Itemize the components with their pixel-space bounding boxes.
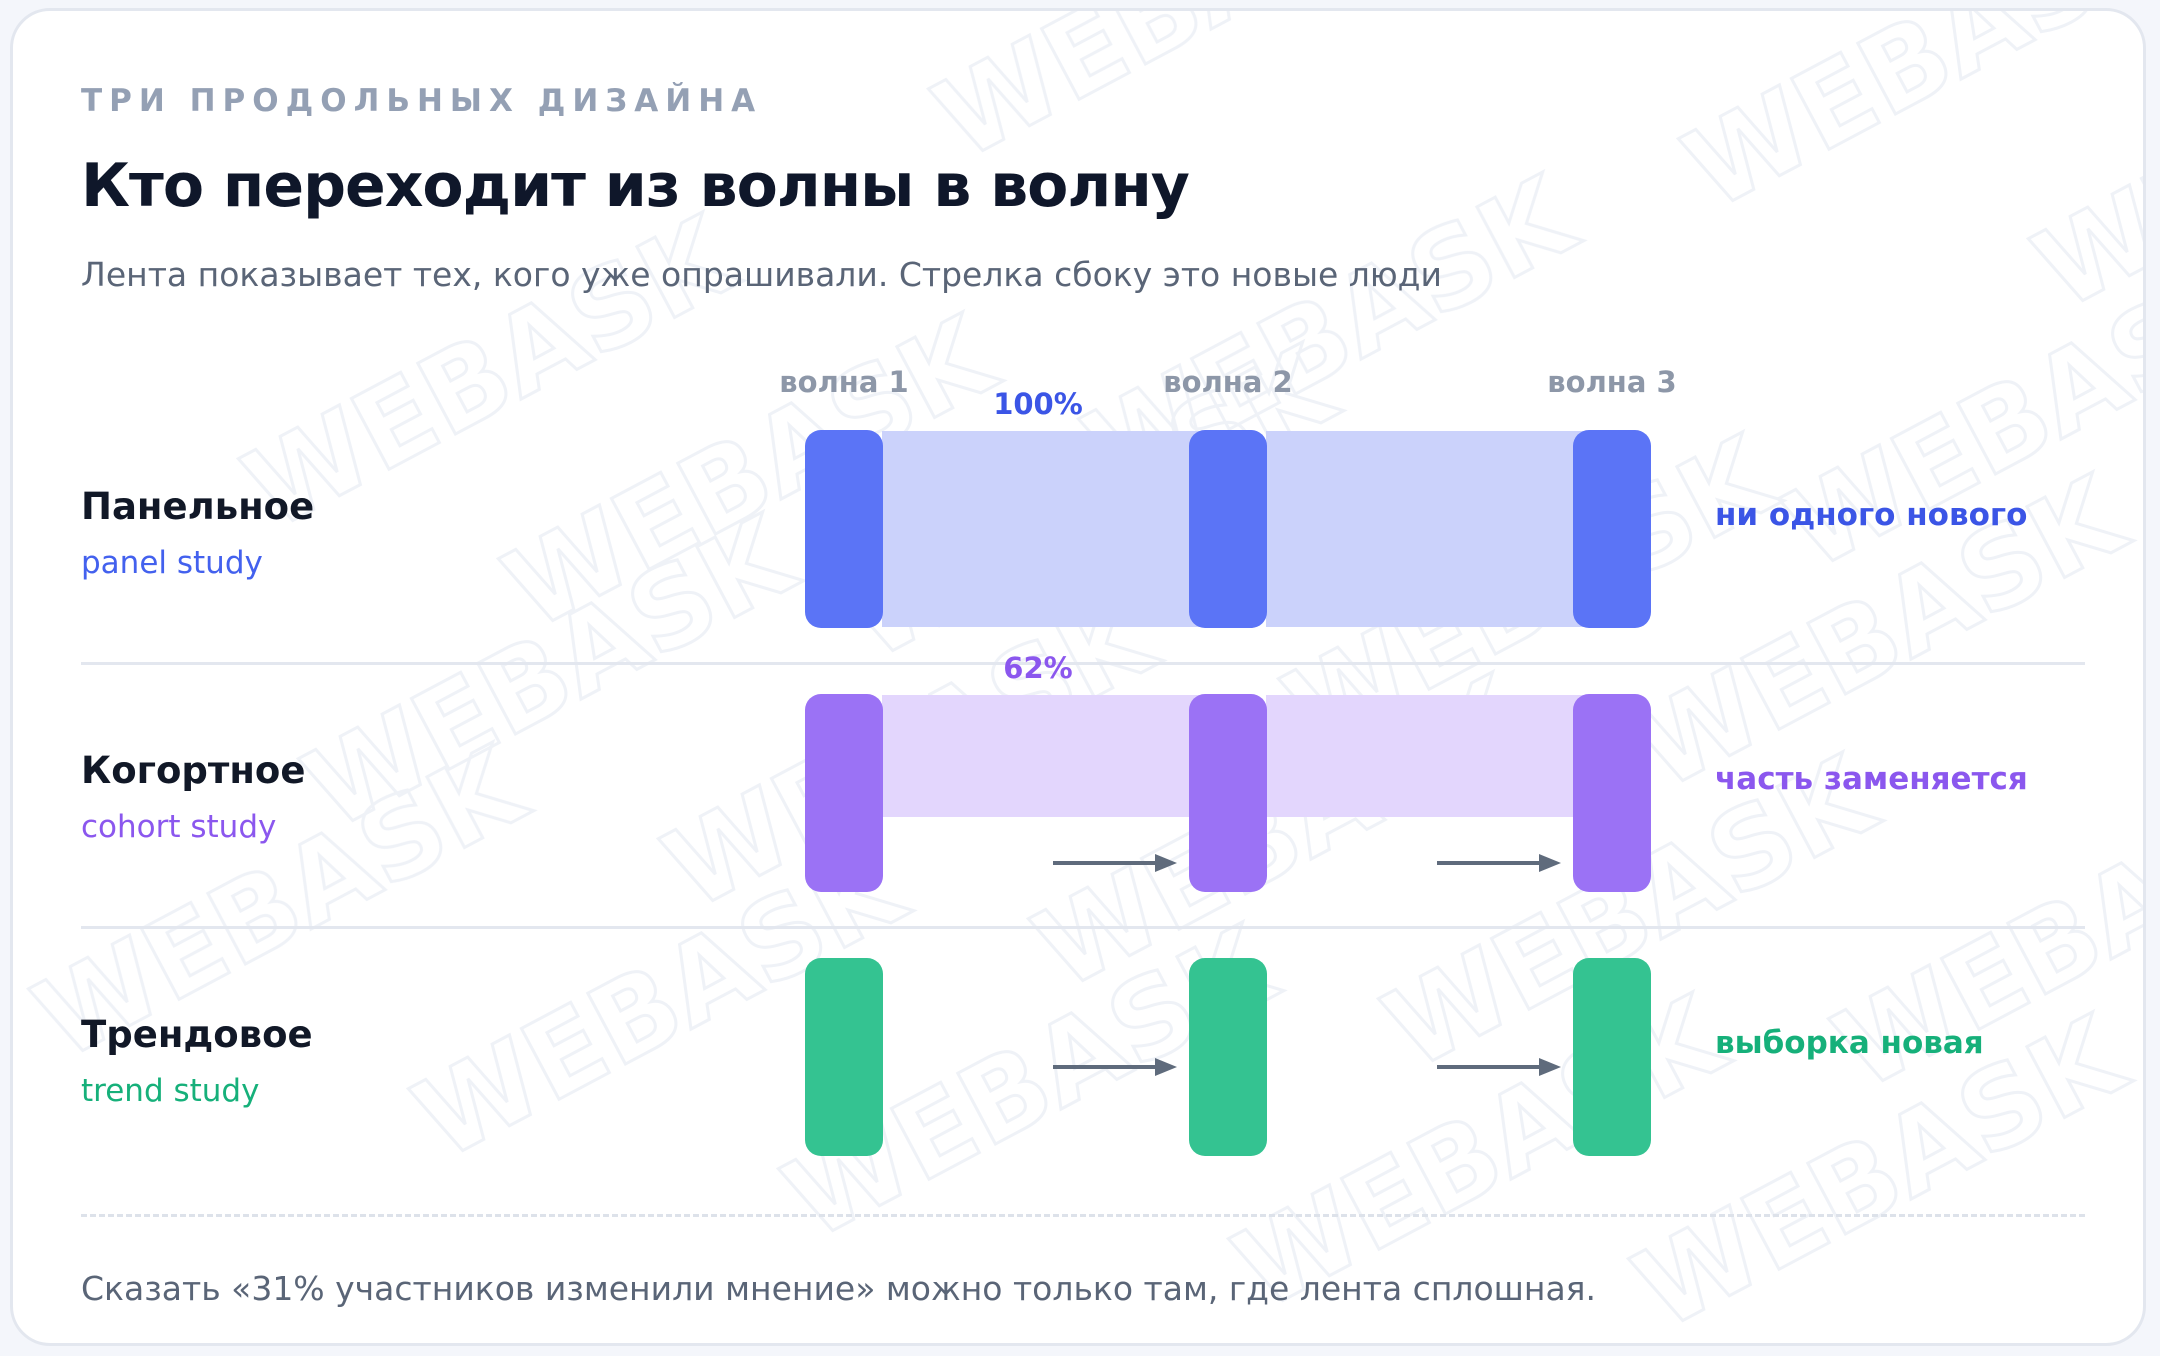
percent-label-cohort: 62% [1003,651,1073,685]
row-name-trend: Трендовое [81,1013,313,1056]
page-subtitle: Лента показывает тех, кого уже опрашивал… [81,255,1442,294]
wave-label-2: волна 2 [1163,365,1293,399]
row-divider-2 [81,926,2085,929]
wave-block-panel-2 [1189,430,1267,628]
wave-block-cohort-3 [1573,694,1651,892]
svg-text:WEBASK: WEBASK [2015,11,2146,334]
wave-label-3: волна 3 [1547,365,1677,399]
note-trend: выборка новая [1715,1025,1984,1061]
wave-block-panel-3 [1573,430,1651,628]
row-sub-panel: panel study [81,545,263,581]
row-name-panel: Панельное [81,485,315,528]
row-name-cohort: Когортное [81,749,306,792]
page-title: Кто переходит из волны в волну [81,151,1190,221]
row-divider-1 [81,662,2085,665]
arrow-icon [1053,854,1177,872]
arrow-icon [1053,1058,1177,1076]
percent-label-panel: 100% [993,387,1083,421]
svg-text:WEBASK: WEBASK [1665,11,2146,234]
wave-block-trend-1 [805,958,883,1156]
footer-divider [81,1214,2085,1217]
svg-text:WEBASK: WEBASK [285,490,816,854]
diagram-card: WEBASK WEBASK WEBASK WEBASK WEBASK WEBAS… [10,8,2146,1346]
wave-block-trend-3 [1573,958,1651,1156]
row-sub-trend: trend study [81,1073,260,1109]
retention-band-cohort-1 [882,695,1228,817]
footer-note: Сказать «31% участников изменили мнение»… [81,1269,1597,1308]
wave-block-cohort-2 [1189,694,1267,892]
arrow-icon [1437,854,1561,872]
wave-label-1: волна 1 [779,365,909,399]
retention-band-cohort-2 [1266,695,1612,817]
wave-block-cohort-1 [805,694,883,892]
svg-text:WEBASK: WEBASK [1765,230,2146,594]
note-panel: ни одного нового [1715,497,2028,533]
retention-band-panel-2 [1266,431,1612,627]
eyebrow: ТРИ ПРОДОЛЬНЫХ ДИЗАЙНА [81,83,763,119]
arrow-icon [1437,1058,1561,1076]
wave-block-panel-1 [805,430,883,628]
note-cohort: часть заменяется [1715,761,2028,797]
retention-band-panel-1 [882,431,1228,627]
wave-block-trend-2 [1189,958,1267,1156]
row-sub-cohort: cohort study [81,809,277,845]
